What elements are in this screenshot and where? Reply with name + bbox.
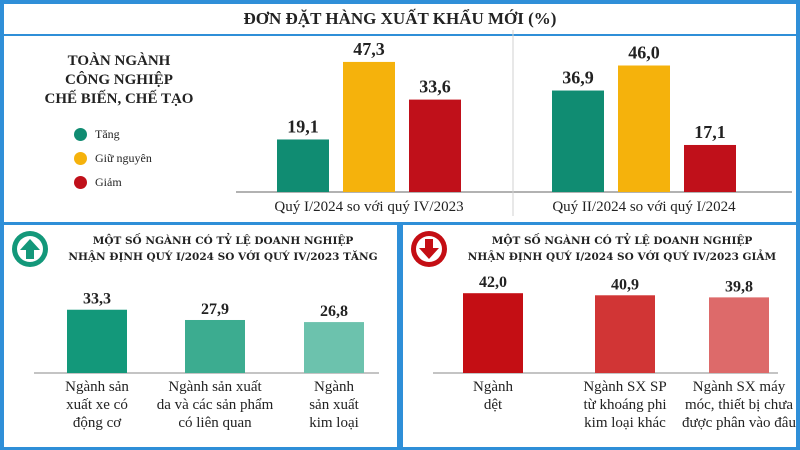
data-label: 33,6 bbox=[419, 77, 451, 97]
category-label-line: Ngành bbox=[473, 379, 513, 395]
increase-chart: 33,3 Ngành sản xuất xe có động cơ 27,9 Ngành … bbox=[34, 291, 379, 431]
decrease-title-line: MỘT SỐ NGÀNH CÓ TỶ LỆ DOANH NGHIỆP bbox=[491, 235, 753, 247]
category-label-line: Ngành SX SP bbox=[583, 379, 666, 395]
bar bbox=[304, 322, 364, 373]
data-label: 39,8 bbox=[725, 278, 753, 295]
category-label-line: động cơ bbox=[73, 415, 122, 431]
legend-item-decrease: Giảm bbox=[74, 175, 122, 190]
decrease-chart: 42,0 Ngành dệt 40,9 Ngành SX SP từ khoáng phi… bbox=[433, 274, 796, 431]
category-label-line: Ngành bbox=[314, 379, 354, 395]
legend-label: Giảm bbox=[95, 175, 122, 189]
industry-title: TOÀN NGÀNH CÔNG NGHIỆP CHẾ BIẾN, CHẾ TẠO bbox=[24, 52, 214, 109]
industry-title-line: CÔNG NGHIỆP bbox=[65, 72, 173, 88]
bar-Giữ nguyên bbox=[343, 61, 395, 192]
category-label: Quý II/2024 so với quý I/2024 bbox=[552, 199, 736, 215]
bar bbox=[185, 319, 245, 373]
data-label: 42,0 bbox=[479, 274, 507, 291]
legend-swatch-decrease bbox=[74, 176, 87, 189]
export-orders-panel: ĐƠN ĐẶT HÀNG XUẤT KHẨU MỚI (%) TOÀN NGÀN… bbox=[4, 4, 796, 222]
legend-label: Giữ nguyên bbox=[95, 151, 152, 165]
bar bbox=[709, 297, 769, 373]
arrow-down-icon bbox=[411, 231, 447, 267]
category-label-line: Ngành sản xuất bbox=[168, 379, 262, 395]
data-label: 27,9 bbox=[201, 301, 229, 318]
category-label-line: kim loại khác bbox=[584, 415, 666, 431]
data-label: 17,1 bbox=[694, 122, 726, 142]
bar bbox=[67, 309, 127, 373]
legend-swatch-unchanged bbox=[74, 152, 87, 165]
bar-Tăng bbox=[277, 139, 329, 192]
arrow-up-icon bbox=[12, 231, 48, 267]
bar-Giảm bbox=[684, 144, 736, 192]
data-label: 40,9 bbox=[611, 276, 639, 293]
data-label: 47,3 bbox=[353, 39, 385, 59]
industry-title-line: TOÀN NGÀNH bbox=[67, 53, 171, 69]
increase-title-line: MỘT SỐ NGÀNH CÓ TỶ LỆ DOANH NGHIỆP bbox=[92, 235, 354, 247]
bar bbox=[463, 293, 523, 373]
increase-title-line: NHẬN ĐỊNH QUÝ I/2024 SO VỚI QUÝ IV/2023 … bbox=[68, 251, 378, 263]
bar-Giữ nguyên bbox=[618, 65, 670, 192]
legend-label: Tăng bbox=[95, 127, 120, 141]
data-label: 26,8 bbox=[320, 303, 348, 320]
data-label: 36,9 bbox=[562, 68, 594, 88]
category-label-line: sản xuất bbox=[309, 397, 359, 413]
data-label: 19,1 bbox=[287, 116, 319, 136]
data-label: 46,0 bbox=[628, 43, 660, 63]
category-label-line: từ khoáng phi bbox=[583, 397, 666, 413]
decrease-title: MỘT SỐ NGÀNH CÓ TỶ LỆ DOANH NGHIỆP NHẬN … bbox=[453, 233, 791, 265]
decrease-title-line: NHẬN ĐỊNH QUÝ I/2024 SO VỚI QUÝ IV/2023 … bbox=[467, 251, 777, 263]
category-label-line: móc, thiết bị chưa bbox=[685, 397, 793, 413]
category-label-line: da và các sản phẩm bbox=[157, 397, 274, 413]
increase-panel: MỘT SỐ NGÀNH CÓ TỶ LỆ DOANH NGHIỆP NHẬN … bbox=[4, 225, 397, 447]
legend-swatch-increase bbox=[74, 128, 87, 141]
industry-title-line: CHẾ BIẾN, CHẾ TẠO bbox=[44, 91, 194, 107]
decrease-panel: MỘT SỐ NGÀNH CÓ TỶ LỆ DOANH NGHIỆP NHẬN … bbox=[403, 225, 796, 447]
increase-title: MỘT SỐ NGÀNH CÓ TỶ LỆ DOANH NGHIỆP NHẬN … bbox=[54, 233, 392, 265]
legend-item-increase: Tăng bbox=[74, 127, 120, 142]
category-label: Quý I/2024 so với quý IV/2023 bbox=[274, 199, 463, 215]
bar-Tăng bbox=[552, 90, 604, 192]
category-label-line: được phân vào đâu bbox=[682, 415, 796, 431]
category-label-line: có liên quan bbox=[178, 415, 252, 431]
data-label: 33,3 bbox=[83, 291, 111, 308]
category-label-line: Ngành SX máy bbox=[693, 379, 786, 395]
main-title: ĐƠN ĐẶT HÀNG XUẤT KHẨU MỚI (%) bbox=[4, 4, 796, 36]
category-label-line: xuất xe có bbox=[66, 397, 128, 413]
category-label-line: kim loại bbox=[309, 415, 359, 431]
legend-item-unchanged: Giữ nguyên bbox=[74, 151, 152, 166]
bar bbox=[595, 295, 655, 373]
bar-Giảm bbox=[409, 99, 461, 192]
category-label-line: dệt bbox=[484, 397, 503, 413]
export-orders-chart: 19,1 47,3 33,6 Quý I/2024 so với quý IV/202… bbox=[236, 30, 792, 216]
category-label-line: Ngành sản bbox=[65, 379, 129, 395]
